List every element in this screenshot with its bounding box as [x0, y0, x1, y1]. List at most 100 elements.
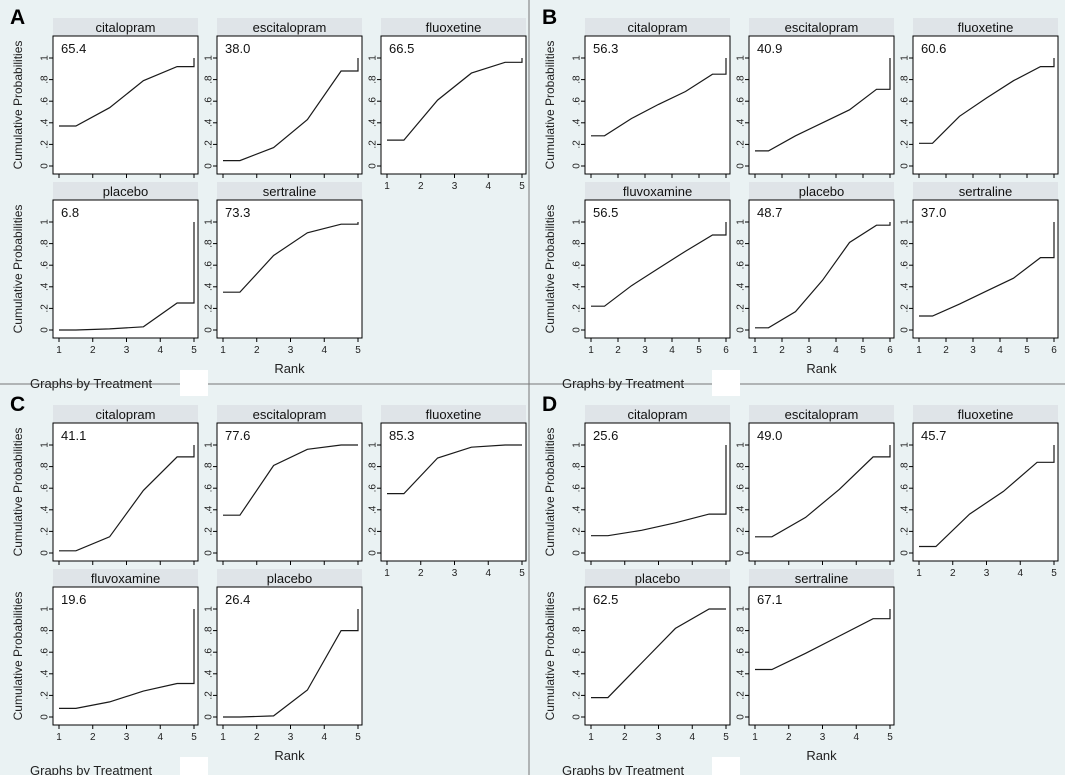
panel-a-fluoxetine-xtick-label: 3 [452, 181, 458, 192]
panel-b-sertraline-ytick-label: 0 [900, 327, 911, 333]
panel-c-fluvoxamine-ytick-label: .6 [40, 648, 51, 657]
panel-d-note: Graphs by Treatment [562, 763, 684, 775]
panel-d-fluoxetine-ytick-label: .8 [900, 462, 911, 471]
panel-b-escitalopram-sucra-value: 40.9 [757, 41, 782, 56]
panel-d-placebo-plot-frame [584, 586, 731, 726]
panel-d-fluoxetine-ytick-label: .2 [900, 527, 911, 536]
panel-c-placebo-plot-frame [216, 586, 363, 726]
panel-c-fluoxetine-sucra-value: 85.3 [389, 428, 414, 443]
panel-b-ylabel-row1: Cumulative Probabilities [543, 41, 557, 170]
panel-b-placebo-ytick-label: .8 [736, 239, 747, 248]
panel-a-sertraline-sucra-value: 73.3 [225, 205, 250, 220]
panel-c-fluvoxamine-xtick-label: 5 [191, 732, 197, 743]
panel-b-sertraline-xtick-label: 1 [916, 345, 922, 356]
panel-d-escitalopram-ytick-label: .4 [736, 505, 747, 514]
panel-d-sertraline-ytick-label: .4 [736, 669, 747, 678]
panel-b-fluvoxamine-sucra-value: 56.5 [593, 205, 618, 220]
panel-c-fluvoxamine-xtick-label: 4 [157, 732, 163, 743]
panel-a-sertraline-xtick-label: 5 [355, 345, 361, 356]
panel-a-citalopram-ytick-label: 1 [40, 55, 51, 61]
panel-d-escitalopram-ytick-label: 0 [736, 550, 747, 556]
panel-b-sertraline-ytick-label: 1 [900, 219, 911, 225]
panel-c-fluoxetine-title: fluoxetine [426, 407, 482, 422]
panel-b-escitalopram-ytick-label: 0 [736, 163, 747, 169]
panel-a-escitalopram-sucra-value: 38.0 [225, 41, 250, 56]
panel-b-sertraline-strip [913, 182, 1058, 200]
panel-b-sertraline-ytick-label: .2 [900, 304, 911, 313]
panel-b-citalopram-strip [585, 18, 730, 36]
panel-c-placebo-ytick-label: 0 [204, 714, 215, 720]
panel-d-placebo-xtick-label: 3 [656, 732, 662, 743]
panel-c-placebo-title: placebo [267, 571, 313, 586]
panel-c-fluvoxamine-xtick-label: 3 [124, 732, 130, 743]
panel-c-fluoxetine-xtick-label: 3 [452, 568, 458, 579]
panel-d-placebo-xtick-label: 4 [689, 732, 695, 743]
panel-b-fluvoxamine-xtick-label: 4 [669, 345, 675, 356]
panel-b-escitalopram-ytick-label: .6 [736, 97, 747, 106]
panel-c-escitalopram-ytick-label: .4 [204, 505, 215, 514]
panel-d-fluoxetine-xtick-label: 3 [984, 568, 990, 579]
panel-a-citalopram-ytick-label: .6 [40, 97, 51, 106]
panel-a-xlabel: Rank [274, 361, 305, 376]
panel-d-placebo-sucra-value: 62.5 [593, 592, 618, 607]
panel-c-escitalopram-title: escitalopram [253, 407, 327, 422]
panel-d-citalopram-plot-frame [584, 422, 731, 562]
panel-b-escitalopram-plot-frame [748, 35, 895, 175]
panel-a-ylabel-row2: Cumulative Probabilities [11, 205, 25, 334]
panel-c-fluvoxamine-strip [53, 569, 198, 587]
panel-d-sertraline-strip [749, 569, 894, 587]
panel-d-escitalopram-title: escitalopram [785, 407, 859, 422]
panel-d-note-box [712, 757, 740, 775]
panel-d-placebo-xtick-label: 2 [622, 732, 628, 743]
panel-c-escitalopram-strip [217, 405, 362, 423]
panel-b-placebo-ytick-label: 1 [736, 219, 747, 225]
panel-c-fluvoxamine-xtick-label: 1 [56, 732, 62, 743]
panel-b-fluvoxamine-ytick-label: .6 [572, 261, 583, 270]
panel-a-placebo-xtick-label: 2 [90, 345, 96, 356]
panel-b-citalopram-ytick-label: 1 [572, 55, 583, 61]
panel-c-escitalopram-cumulative-line [223, 444, 358, 516]
panel-b-placebo-ytick-label: .6 [736, 261, 747, 270]
panel-b-placebo-sucra-value: 48.7 [757, 205, 782, 220]
panel-b-citalopram-ytick-label: .6 [572, 97, 583, 106]
panel-d-fluoxetine-plot-frame [912, 422, 1059, 562]
panel-c: C Cumulative Probabilities Cumulative Prob… [10, 393, 527, 775]
panel-b-placebo-xtick-label: 6 [887, 345, 893, 356]
panel-a-escitalopram-strip [217, 18, 362, 36]
panel-a-placebo-ytick-label: .6 [40, 261, 51, 270]
panel-a-placebo-xtick-label: 4 [157, 345, 163, 356]
panel-c-fluvoxamine-sucra-value: 19.6 [61, 592, 86, 607]
panel-b-fluoxetine-cumulative-line [919, 58, 1055, 144]
panel-b-fluoxetine-plot-frame [912, 35, 1059, 175]
panel-a: A Cumulative Probabilities Cumulative Prob… [10, 6, 527, 396]
panel-b-sertraline-xtick-label: 4 [997, 345, 1003, 356]
panel-b-fluvoxamine-xtick-label: 2 [615, 345, 621, 356]
panel-d-escitalopram-plot-frame [748, 422, 895, 562]
panel-c-fluoxetine-xtick-label: 2 [418, 568, 424, 579]
panel-a-escitalopram-ytick-label: .4 [204, 118, 215, 127]
panel-c-fluoxetine-xtick-label: 5 [519, 568, 525, 579]
panel-c-escitalopram-plot-frame [216, 422, 363, 562]
panel-b-escitalopram-ytick-label: .4 [736, 118, 747, 127]
panel-b-fluoxetine-ytick-label: .6 [900, 97, 911, 106]
panel-d-placebo-xtick-label: 1 [588, 732, 594, 743]
panel-b-placebo-xtick-label: 5 [860, 345, 866, 356]
panel-a-sertraline-ytick-label: .4 [204, 282, 215, 291]
panel-a-placebo-ytick-label: 1 [40, 219, 51, 225]
panel-b-sertraline-sucra-value: 37.0 [921, 205, 946, 220]
panel-c-placebo-ytick-label: .6 [204, 648, 215, 657]
panel-d-escitalopram-ytick-label: 1 [736, 442, 747, 448]
panel-d-placebo-xtick-label: 5 [723, 732, 729, 743]
panel-d-sertraline-plot-frame [748, 586, 895, 726]
panel-c-citalopram-cumulative-line [59, 445, 195, 552]
panel-d-sertraline-ytick-label: .2 [736, 691, 747, 700]
panel-d-ylabel-row2: Cumulative Probabilities [543, 592, 557, 721]
panel-d-placebo-ytick-label: .6 [572, 648, 583, 657]
panel-d-sertraline-ytick-label: 1 [736, 606, 747, 612]
panel-a-fluoxetine-ytick-label: 0 [368, 163, 379, 169]
panel-d-fluoxetine-title: fluoxetine [958, 407, 1014, 422]
panel-b-fluoxetine-ytick-label: 0 [900, 163, 911, 169]
panel-c-citalopram-title: citalopram [96, 407, 156, 422]
panel-b-placebo-ytick-label: 0 [736, 327, 747, 333]
panel-d-fluoxetine-ytick-label: .6 [900, 484, 911, 493]
